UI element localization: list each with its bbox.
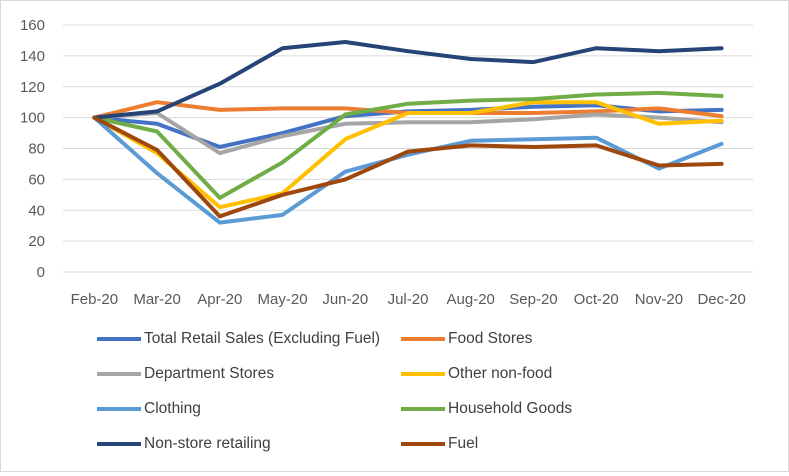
legend-item: Clothing — [97, 399, 201, 419]
legend-swatch — [97, 442, 141, 446]
legend-item: Total Retail Sales (Excluding Fuel) — [97, 329, 380, 349]
x-tick-label: Jun-20 — [322, 291, 368, 308]
x-tick-label: Jul-20 — [388, 291, 429, 308]
series-line-4 — [92, 115, 724, 225]
x-tick-label: Nov-20 — [635, 291, 683, 308]
y-tick-label: 100 — [20, 110, 45, 127]
x-axis-tick-labels: Feb-20 Mar-20 Apr-20 May-20 Jun-20 Jul-20 Aug-… — [71, 291, 746, 308]
legend-item: Fuel — [401, 434, 478, 454]
legend-label: Non-store retailing — [144, 435, 271, 452]
y-tick-label: 140 — [20, 48, 45, 65]
legend-item: Non-store retailing — [97, 434, 271, 454]
legend-swatch — [401, 337, 445, 341]
y-tick-label: 20 — [28, 233, 45, 250]
legend-item: Department Stores — [97, 364, 274, 384]
legend-label: Clothing — [144, 400, 201, 417]
series-line-5 — [92, 90, 724, 200]
x-tick-label: May-20 — [258, 291, 308, 308]
gridlines — [63, 24, 753, 273]
legend-swatch — [97, 337, 141, 341]
x-tick-label: Aug-20 — [447, 291, 495, 308]
y-tick-label: 60 — [28, 171, 45, 188]
series-lines — [92, 40, 724, 225]
legend-swatch — [401, 407, 445, 411]
legend-swatch — [401, 442, 445, 446]
legend-label: Fuel — [448, 435, 479, 452]
legend-label: Total Retail Sales (Excluding Fuel) — [144, 330, 381, 347]
y-tick-label: 80 — [28, 141, 45, 158]
y-tick-label: 40 — [28, 202, 45, 219]
legend-swatch — [401, 372, 445, 376]
legend-label: Household Goods — [448, 400, 573, 417]
legend-label: Food Stores — [448, 330, 533, 347]
series-line-6 — [92, 40, 724, 120]
x-tick-label: Sep-20 — [509, 291, 557, 308]
y-axis-tick-labels: 0 20 40 60 80 100 120 140 160 — [20, 17, 45, 281]
legend-label: Other non-food — [448, 365, 553, 382]
legend-swatch — [97, 407, 141, 411]
y-tick-label: 0 — [37, 264, 45, 281]
x-tick-label: Apr-20 — [197, 291, 242, 308]
x-tick-label: Feb-20 — [71, 291, 119, 308]
legend-item: Other non-food — [401, 364, 552, 384]
x-tick-label: Oct-20 — [574, 291, 619, 308]
y-tick-label: 120 — [20, 79, 45, 96]
series-line-7 — [92, 115, 724, 219]
x-tick-label: Mar-20 — [133, 291, 181, 308]
legend-item: Food Stores — [401, 329, 532, 349]
legend-item: Household Goods — [401, 399, 572, 419]
legend-label: Department Stores — [144, 365, 275, 382]
series-line-2 — [92, 111, 724, 156]
series-line-3 — [92, 100, 724, 210]
x-tick-label: Dec-20 — [697, 291, 745, 308]
y-tick-label: 160 — [20, 17, 45, 34]
legend-swatch — [97, 372, 141, 376]
